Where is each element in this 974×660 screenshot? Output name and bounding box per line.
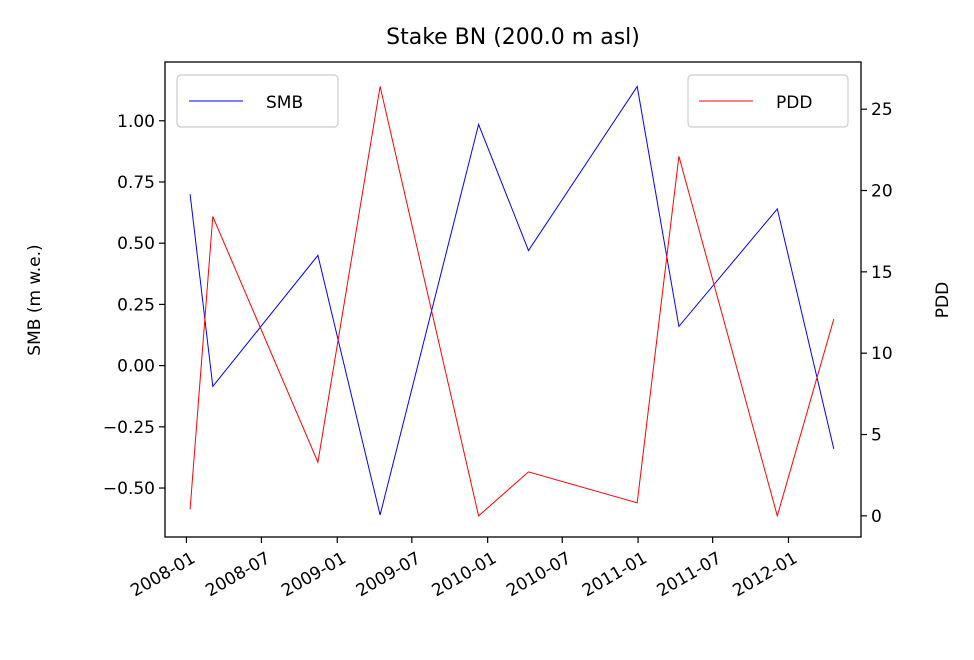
y-axis-right: 25 20 15 10 5 0 [861,100,893,527]
plot-frame [164,61,862,538]
legend-pdd: PDD [687,74,849,128]
x-tick-label: 2011-01 [579,548,651,601]
series-line-smb [189,85,835,516]
y2-tick-label: 25 [871,100,893,120]
chart-title: Stake BN (200.0 m asl) [386,25,640,50]
y2-tick-label: 20 [871,182,893,202]
y-tick-label: 0.50 [117,234,155,254]
x-tick-label: 2009-07 [353,548,425,601]
series-layer [189,85,835,518]
x-tick-label: 2008-01 [127,548,199,601]
y2-axis-label: PDD [933,282,953,318]
x-axis: 2008-01 2008-07 2009-01 2009-07 2010-01 2010-… [127,537,801,601]
legend-smb-label: SMB [266,93,303,113]
x-tick-label: 2008-07 [202,548,274,601]
y-tick-label: −0.50 [103,479,155,499]
y-axis-label: SMB (m w.e.) [25,244,45,355]
y-axis-left: 1.00 0.75 0.50 0.25 0.00 −0.25 −0.50 [103,112,165,499]
y2-tick-label: 15 [871,263,893,283]
y2-tick-label: 0 [871,507,882,527]
x-tick-label: 2011-07 [654,548,726,601]
y-tick-label: 0.75 [117,173,155,193]
y-tick-label: 0.00 [117,357,155,377]
legend-smb-box [176,74,339,128]
x-tick-label: 2009-01 [278,548,350,601]
y-tick-label: 1.00 [117,112,155,132]
y2-tick-label: 10 [871,344,893,364]
x-tick-label: 2012-01 [729,548,801,601]
x-tick-label: 2010-07 [503,548,575,601]
y2-tick-label: 5 [871,426,882,446]
legend-pdd-box [687,74,849,128]
x-tick-label: 2010-01 [429,548,501,601]
y-tick-label: −0.25 [103,418,155,438]
y-tick-label: 0.25 [117,295,155,315]
legend-smb: SMB [176,74,339,128]
series-line-pdd [189,86,835,518]
legend-pdd-label: PDD [776,93,812,113]
